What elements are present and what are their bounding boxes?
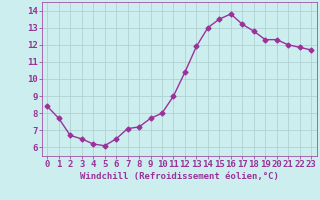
X-axis label: Windchill (Refroidissement éolien,°C): Windchill (Refroidissement éolien,°C) <box>80 172 279 181</box>
